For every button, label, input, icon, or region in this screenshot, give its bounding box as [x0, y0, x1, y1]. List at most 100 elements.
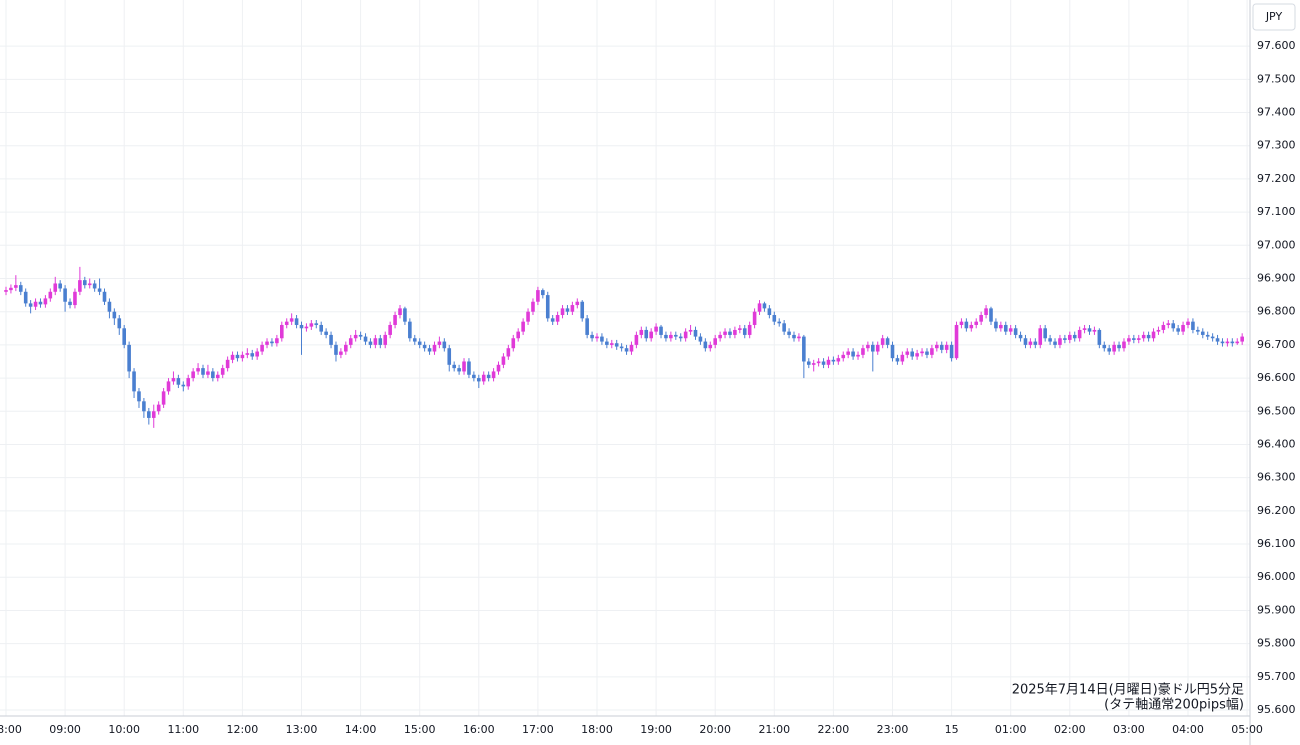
candle-body: [348, 338, 353, 345]
y-tick-label: 96.100: [1257, 537, 1296, 550]
currency-label: JPY: [1265, 10, 1283, 23]
candle-body: [1063, 338, 1067, 340]
candle-body: [767, 308, 772, 316]
candle-body: [156, 404, 161, 412]
grid: [0, 0, 1250, 716]
candle-body: [368, 341, 373, 345]
candle-body: [900, 354, 905, 362]
candle-body: [787, 331, 791, 335]
candle-body: [841, 354, 846, 359]
candle-body: [38, 301, 43, 305]
candle-body: [176, 378, 181, 385]
candle-body: [127, 344, 131, 372]
y-tick-label: 96.800: [1257, 305, 1296, 318]
candle-body: [294, 318, 299, 325]
candle-body: [358, 334, 363, 337]
candle-body: [1107, 348, 1111, 352]
candle-body: [1215, 338, 1220, 342]
candle-body: [777, 321, 782, 324]
candle-body: [984, 308, 988, 316]
candle-body: [427, 348, 432, 352]
candle-body: [1166, 323, 1171, 325]
candle-body: [757, 303, 762, 312]
candle-body: [48, 291, 53, 299]
candle-body: [974, 321, 979, 325]
candle-body: [649, 331, 653, 339]
candle-body: [496, 364, 501, 372]
candle-body: [575, 301, 580, 306]
candle-body: [78, 280, 82, 292]
candle-body: [97, 288, 102, 292]
candle-body: [1235, 341, 1240, 344]
candle-body: [142, 401, 146, 412]
candle-body: [201, 368, 205, 375]
candle-body: [669, 334, 673, 339]
candle-body: [664, 334, 668, 339]
candle-body: [772, 315, 777, 322]
candle-body: [353, 334, 358, 339]
candle-body: [275, 338, 279, 344]
y-tick-label: 97.000: [1257, 238, 1296, 251]
candle-body: [363, 336, 368, 342]
candle-body: [117, 318, 122, 329]
x-tick-label: 23:00: [877, 723, 909, 736]
candle-body: [521, 321, 525, 332]
x-tick-label: 12:00: [227, 723, 259, 736]
candle-body: [299, 324, 304, 329]
candle-body: [467, 361, 471, 375]
candle-body: [1196, 329, 1200, 332]
candle-body: [112, 311, 117, 319]
candle-body: [944, 344, 949, 350]
candle-body: [432, 344, 437, 352]
candle-body: [698, 336, 703, 342]
candle-body: [1240, 336, 1244, 342]
candle-body: [728, 331, 732, 335]
candle-body: [541, 290, 545, 296]
candle-body: [1043, 328, 1047, 339]
candle-body: [723, 331, 727, 335]
candle-body: [501, 356, 506, 365]
candle-body: [1068, 334, 1072, 340]
candle-body: [1092, 329, 1097, 332]
candle-body: [792, 334, 796, 339]
candle-body: [550, 318, 555, 322]
candle-body: [319, 324, 323, 332]
candle-body: [861, 348, 865, 355]
candle-body: [570, 305, 575, 312]
candle-body: [555, 315, 560, 322]
candle-body: [654, 326, 658, 332]
candle-body: [166, 381, 171, 392]
candle-body: [43, 298, 48, 305]
candle-body: [811, 363, 816, 365]
candle-body: [1191, 321, 1195, 330]
candle-body: [462, 361, 466, 372]
candle-body: [713, 338, 717, 345]
candle-body: [196, 368, 200, 372]
candle-body: [590, 334, 594, 339]
x-tick-label: 11:00: [167, 723, 199, 736]
candle-body: [935, 344, 939, 349]
candle-body: [580, 301, 585, 319]
candle-body: [708, 344, 713, 349]
candle-body: [1220, 341, 1225, 344]
candle-body: [491, 371, 496, 379]
candle-body: [329, 334, 333, 345]
candle-body: [1003, 324, 1008, 332]
candle-body: [634, 334, 639, 345]
y-tick-label: 96.400: [1257, 437, 1296, 450]
candle-body: [806, 361, 811, 365]
candle-body: [506, 348, 511, 357]
candle-body: [1053, 341, 1057, 345]
x-tick-label: 22:00: [818, 723, 850, 736]
candle-body: [674, 334, 678, 337]
candle-body: [457, 368, 461, 372]
candle-body: [1082, 328, 1087, 330]
candle-body: [614, 343, 619, 347]
candle-body: [747, 324, 752, 335]
candle-body: [802, 336, 806, 362]
y-tick-label: 97.600: [1257, 39, 1296, 52]
candle-body: [344, 344, 348, 352]
annotation: (タテ軸通常200pips幅): [1104, 698, 1244, 713]
candle-body: [1200, 331, 1205, 335]
candle-body: [477, 378, 481, 382]
